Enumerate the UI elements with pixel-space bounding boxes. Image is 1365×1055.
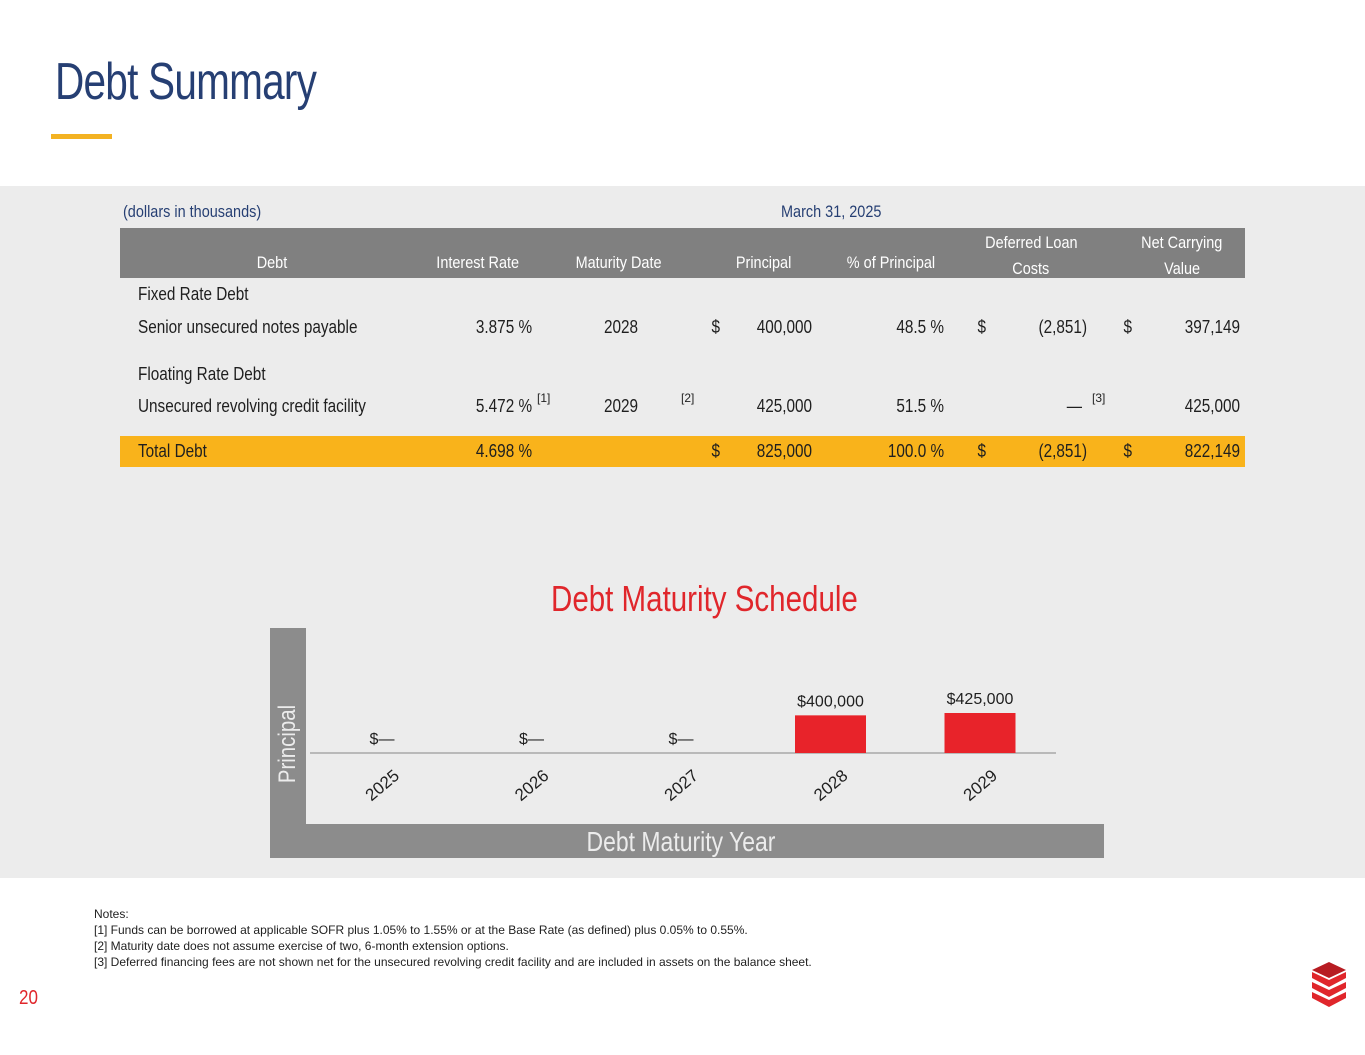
total-label: Total Debt xyxy=(138,441,207,461)
total-pct: 100.0 % xyxy=(887,441,944,461)
header-net-carrying-value: Net Carrying Value xyxy=(1141,233,1223,278)
data-label-2029: $425,000 xyxy=(947,691,1014,708)
data-label-2026: $— xyxy=(519,731,544,748)
footnote-ref-1: [1] xyxy=(537,391,551,405)
data-label-2027: $— xyxy=(669,731,694,748)
notes: Notes: [1] Funds can be borrowed at appl… xyxy=(94,906,812,970)
maturity-bar-chart: $— 2025 $— 2026 $— 2027 $400,000 2028 $425,000 20… xyxy=(310,691,1056,805)
row-deferred-dollar: $ xyxy=(977,317,986,337)
footnote-ref-2: [2] xyxy=(681,391,695,405)
total-net-dollar: $ xyxy=(1123,441,1132,461)
row-net: 425,000 xyxy=(1184,396,1240,416)
total-rate: 4.698 % xyxy=(475,441,532,461)
row-principal-dollar: $ xyxy=(711,317,720,337)
data-label-2025: $— xyxy=(370,731,395,748)
page-title: Debt Summary xyxy=(55,53,317,111)
header-debt: Debt xyxy=(256,253,288,272)
row-deferred: (2,851) xyxy=(1038,317,1087,337)
total-principal-dollar: $ xyxy=(711,441,720,461)
tick-label-2025: 2025 xyxy=(362,766,403,805)
header-maturity-date: Maturity Date xyxy=(576,253,662,272)
row-name: Senior unsecured notes payable xyxy=(138,317,358,337)
footnote-ref-3: [3] xyxy=(1092,391,1106,405)
section-floating-rate: Floating Rate Debt xyxy=(138,364,266,384)
row-maturity: 2028 xyxy=(603,317,638,337)
units-note: (dollars in thousands) xyxy=(123,202,262,221)
chart-title: Debt Maturity Schedule xyxy=(551,578,858,619)
total-net: 822,149 xyxy=(1184,441,1240,461)
row-principal: 425,000 xyxy=(756,396,812,416)
notes-heading: Notes: xyxy=(94,907,129,921)
section-fixed-rate: Fixed Rate Debt xyxy=(138,284,249,304)
bar-2029 xyxy=(944,713,1016,753)
total-principal: 825,000 xyxy=(756,441,812,461)
note-3: [3] Deferred financing fees are not show… xyxy=(94,955,812,969)
period-label: March 31, 2025 xyxy=(781,202,882,221)
x-axis-label: Debt Maturity Year xyxy=(586,826,776,857)
row-net: 397,149 xyxy=(1184,317,1240,337)
tick-label-2028: 2028 xyxy=(810,766,851,805)
note-1: [1] Funds can be borrowed at applicable … xyxy=(94,923,748,937)
chevron-stack-logo xyxy=(1312,962,1346,1007)
table-header: Debt Interest Rate Maturity Date Princip… xyxy=(120,228,1245,278)
note-2: [2] Maturity date does not assume exerci… xyxy=(94,939,509,953)
row-deferred: — xyxy=(1066,396,1082,416)
row-principal: 400,000 xyxy=(756,317,812,337)
row-net-dollar: $ xyxy=(1123,317,1132,337)
total-deferred-dollar: $ xyxy=(977,441,986,461)
y-axis-label: Principal xyxy=(274,704,301,784)
row-pct: 48.5 % xyxy=(896,317,944,337)
row-pct: 51.5 % xyxy=(896,396,944,416)
row-name: Unsecured revolving credit facility xyxy=(138,396,366,416)
title-underline xyxy=(51,134,112,139)
header-principal: Principal xyxy=(736,253,792,272)
total-row xyxy=(120,436,1245,467)
row-rate: 5.472 % xyxy=(475,396,532,416)
row-rate: 3.875 % xyxy=(475,317,532,337)
header-pct-principal: % of Principal xyxy=(846,253,936,272)
tick-label-2027: 2027 xyxy=(661,766,702,805)
header-interest-rate: Interest Rate xyxy=(436,253,520,272)
bar-2028 xyxy=(795,715,866,753)
data-label-2028: $400,000 xyxy=(797,693,864,710)
header-deferred-loan-costs: Deferred Loan Costs xyxy=(984,233,1078,278)
page-number: 20 xyxy=(19,987,38,1009)
row-maturity: 2029 xyxy=(603,396,638,416)
tick-label-2029: 2029 xyxy=(960,766,1001,805)
total-deferred: (2,851) xyxy=(1038,441,1087,461)
tick-label-2026: 2026 xyxy=(511,766,552,805)
